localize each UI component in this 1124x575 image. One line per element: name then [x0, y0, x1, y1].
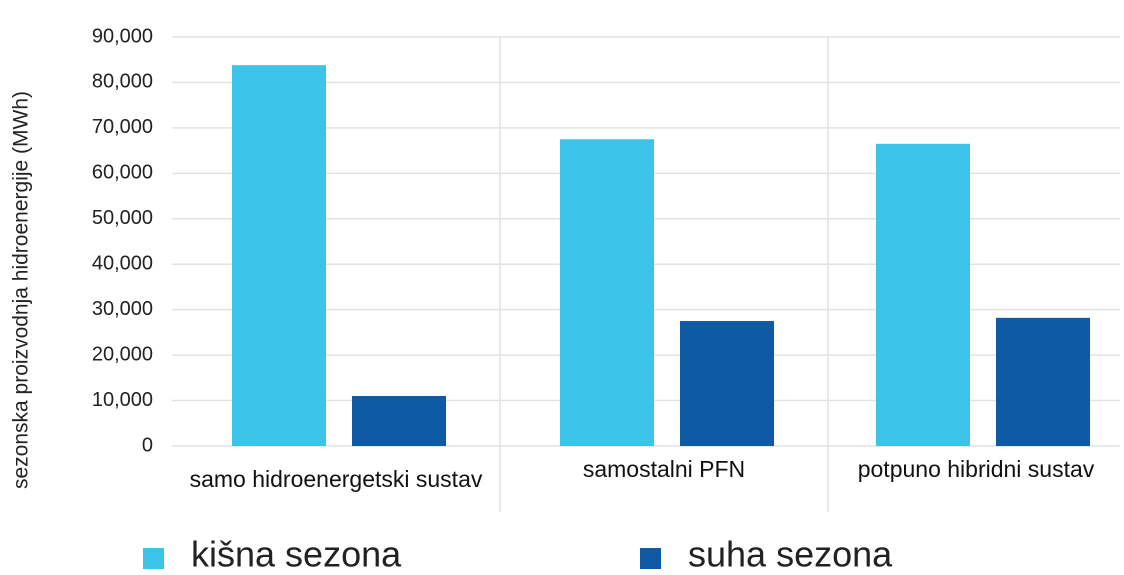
x-tick-label: samostalni PFN — [582, 456, 746, 482]
bar — [232, 65, 326, 447]
x-tick-label: samo hidroenergetski sustav — [189, 466, 483, 492]
y-tick-label: 10,000 — [92, 389, 153, 411]
legend-label: suha sezona — [688, 534, 893, 575]
bar — [996, 317, 1090, 446]
legend-swatch — [143, 548, 164, 569]
legend-swatch — [640, 548, 661, 569]
bar — [680, 321, 774, 446]
y-tick-label: 80,000 — [92, 71, 153, 93]
bar — [876, 143, 970, 447]
y-tick-label: 30,000 — [92, 298, 153, 320]
bar — [352, 396, 446, 446]
y-tick-label: 90,000 — [92, 25, 153, 47]
x-tick-label: potpuno hibridni sustav — [857, 456, 1095, 482]
y-tick-label: 70,000 — [92, 116, 153, 138]
y-tick-label: 40,000 — [92, 253, 153, 275]
y-tick-label: 0 — [142, 434, 153, 456]
bar — [560, 139, 654, 446]
y-tick-label: 50,000 — [92, 207, 153, 229]
legend-label: kišna sezona — [191, 534, 402, 575]
y-axis-label: sezonska proizvodnja hidroenergije (MWh) — [10, 91, 33, 489]
y-tick-label: 60,000 — [92, 162, 153, 184]
y-tick-label: 20,000 — [92, 343, 153, 365]
